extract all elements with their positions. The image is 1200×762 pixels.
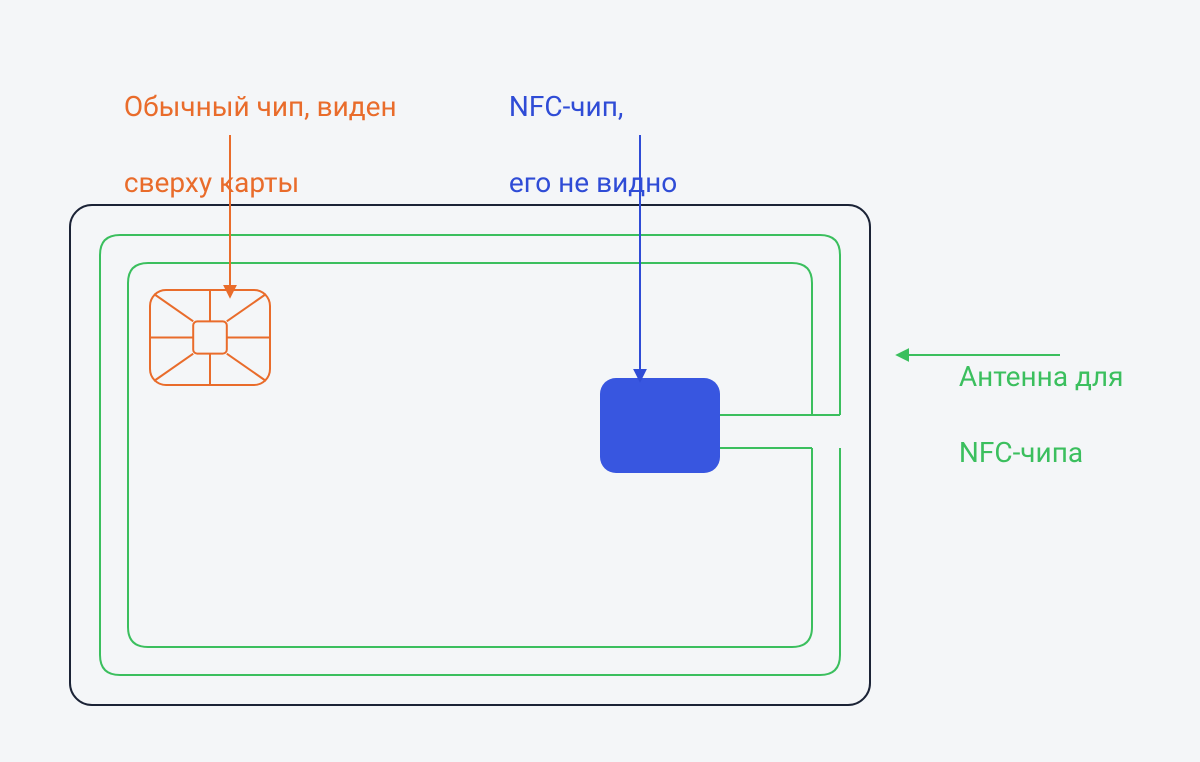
label-antenna-line1: Антенна для — [959, 360, 1124, 393]
label-nfc-chip-line2: его не видно — [509, 166, 677, 199]
label-emv-chip: Обычный чип, виден сверху карты — [110, 50, 397, 202]
nfc-chip — [600, 378, 720, 473]
label-antenna: Антенна для NFC-чипа — [945, 320, 1123, 472]
label-antenna-line2: NFC-чипа — [959, 436, 1083, 469]
label-emv-chip-line2: сверху карты — [124, 166, 299, 199]
label-nfc-chip: NFC-чип, его не видно — [495, 50, 677, 202]
label-emv-chip-line1: Обычный чип, виден — [124, 90, 397, 123]
label-nfc-chip-line1: NFC-чип, — [509, 90, 623, 123]
